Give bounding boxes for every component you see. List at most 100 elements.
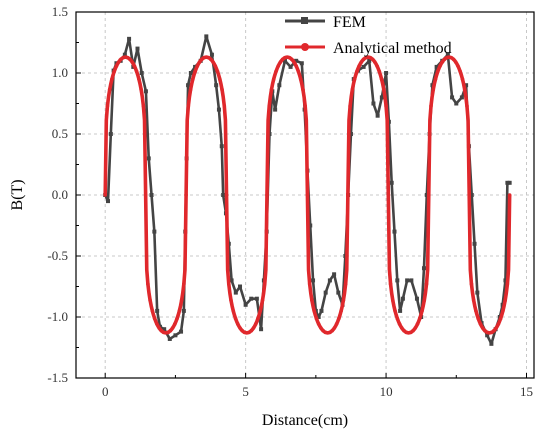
fem-point: [327, 278, 332, 283]
analytical-point: [235, 322, 240, 326]
analytical-point: [301, 87, 305, 92]
fem-point: [277, 83, 282, 88]
analytical-point: [238, 326, 242, 330]
analytical-point: [357, 64, 361, 68]
analytical-point: [319, 326, 323, 330]
fem-point: [505, 180, 510, 185]
fem-point: [179, 329, 184, 334]
analytical-point: [316, 322, 321, 326]
analytical-point: [337, 316, 341, 321]
fem-point: [379, 95, 384, 100]
fem-point: [167, 336, 172, 341]
analytical-point: [429, 104, 433, 108]
fem-point: [464, 83, 469, 88]
analytical-point: [213, 64, 218, 68]
analytical-point: [220, 87, 224, 92]
fem-point: [400, 296, 405, 301]
fem-point: [146, 156, 151, 161]
fem-point: [361, 64, 366, 69]
analytical-point: [262, 282, 267, 286]
analytical-point: [105, 104, 110, 108]
analytical-point: [332, 326, 337, 330]
analytical-point: [274, 69, 278, 74]
y-tick-label: -0.5: [47, 248, 68, 263]
fem-point: [155, 308, 160, 313]
fem-point: [348, 132, 353, 136]
analytical-point: [170, 326, 175, 330]
analytical-point: [388, 282, 393, 286]
analytical-point: [193, 69, 197, 74]
analytical-point: [107, 87, 112, 92]
analytical-point: [143, 193, 148, 197]
analytical-point: [184, 193, 188, 197]
analytical-point: [498, 316, 503, 321]
fem-point: [392, 229, 397, 234]
fem-point: [219, 144, 224, 149]
fem-point: [424, 193, 429, 197]
fem-point: [282, 58, 287, 63]
analytical-point: [346, 193, 350, 197]
analytical-point: [474, 309, 478, 313]
analytical-point: [148, 298, 152, 303]
analytical-point: [375, 64, 379, 68]
analytical-point: [480, 326, 485, 330]
analytical-point: [112, 69, 116, 74]
analytical-point: [413, 326, 418, 330]
analytical-point: [384, 104, 388, 108]
analytical-point: [298, 77, 303, 81]
y-tick-label: 0.5: [52, 126, 68, 141]
fem-point: [389, 180, 394, 185]
fem-point: [221, 193, 226, 197]
analytical-point: [330, 328, 334, 333]
analytical-point: [507, 193, 512, 197]
analytical-point: [501, 309, 505, 313]
fem-point: [186, 83, 191, 88]
analytical-point: [150, 309, 155, 313]
axis-ticks: 0 5 10 15 1.5 1.0 0.5 0.0 -0.5 -1.0 -1.5: [47, 4, 533, 399]
analytical-point: [505, 282, 510, 286]
analytical-point: [233, 316, 238, 321]
analytical-point: [352, 77, 357, 81]
analytical-point: [278, 60, 283, 64]
analytical-point: [478, 322, 483, 326]
analytical-point: [103, 193, 107, 197]
fem-point: [233, 290, 238, 295]
analytical-point: [440, 60, 445, 64]
analytical-point: [370, 57, 375, 62]
analytical-point: [422, 298, 427, 303]
analytical-point: [397, 322, 402, 326]
fem-point: [259, 327, 264, 332]
legend-analytical-marker: [301, 43, 309, 51]
analytical-point: [343, 282, 348, 286]
fem-point: [209, 52, 214, 57]
analytical-point: [157, 326, 161, 330]
x-tick-label: 0: [102, 384, 109, 399]
analytical-point: [229, 298, 233, 303]
fem-point: [384, 71, 389, 75]
analytical-point: [168, 328, 173, 333]
analytical-point: [173, 322, 177, 326]
analytical-point: [296, 69, 301, 74]
analytical-point: [251, 326, 256, 330]
analytical-point: [382, 87, 386, 92]
fem-point: [254, 296, 259, 301]
analytical-point: [186, 104, 191, 108]
fem-point: [216, 107, 221, 112]
analytical-point: [188, 87, 193, 92]
analytical-point: [451, 57, 456, 62]
analytical-point: [155, 322, 159, 326]
analytical-point: [152, 316, 157, 321]
analytical-point: [139, 87, 143, 92]
analytical-point: [453, 60, 458, 64]
analytical-point: [348, 104, 352, 108]
x-tick-label: 5: [242, 384, 249, 399]
fem-point: [288, 64, 293, 69]
analytical-point: [292, 60, 296, 64]
fem-point: [469, 193, 474, 197]
analytical-point: [249, 328, 254, 333]
analytical-point: [177, 309, 182, 313]
fem-point: [434, 64, 439, 69]
fem-point: [214, 83, 219, 88]
fem-point: [229, 278, 234, 283]
analytical-point: [303, 104, 307, 108]
